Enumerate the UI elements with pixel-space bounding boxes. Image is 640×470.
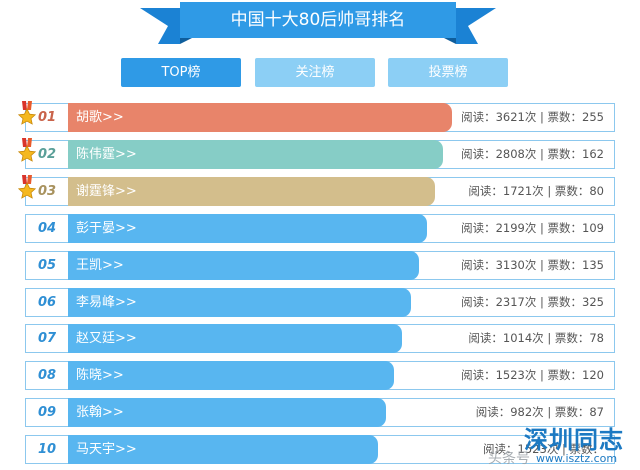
- popularity-bar[interactable]: 马天宇>>: [68, 435, 378, 465]
- celebrity-name-link[interactable]: 王凯>>: [76, 257, 124, 273]
- tab-vote[interactable]: 投票榜: [388, 58, 508, 87]
- read-vote-stats: 阅读：1721次 | 票数：80: [468, 183, 604, 198]
- watermark-source: 头条号: [488, 451, 530, 467]
- read-vote-stats: 阅读：3621次 | 票数：255: [461, 110, 604, 124]
- ranking-row[interactable]: 02 陈伟霆>> 阅读：2808次 | 票数：162: [17, 137, 615, 169]
- celebrity-name-link[interactable]: 张翰>>: [76, 405, 124, 421]
- read-vote-stats: 阅读：2808次 | 票数：162: [461, 146, 604, 161]
- popularity-bar[interactable]: 李易峰>>: [68, 287, 411, 317]
- read-vote-stats: 阅读：2199次 | 票数：109: [461, 220, 604, 235]
- tab-top[interactable]: TOP榜: [121, 58, 241, 87]
- rank-number: 08: [37, 368, 57, 384]
- rank-number: 07: [37, 331, 57, 347]
- page-title: 中国十大80后帅哥排名: [230, 10, 406, 30]
- popularity-bar[interactable]: 赵又廷>>: [68, 324, 402, 354]
- celebrity-name-link[interactable]: 谢霆锋>>: [76, 183, 137, 199]
- rank-number: 10: [37, 442, 57, 458]
- ranking-row[interactable]: 10 马天宇>> 阅读：1523次 | 票数：: [25, 435, 615, 465]
- ranking-row[interactable]: 09 张翰>> 阅读：982次 | 票数：87: [25, 398, 615, 428]
- rank-number: 05: [37, 257, 57, 273]
- banner: 中国十大80后帅哥排名: [140, 2, 496, 44]
- rank-number: 01: [37, 110, 57, 125]
- read-vote-stats: 阅读：1523次 | 票数：: [483, 442, 604, 457]
- read-vote-stats: 阅读：1523次 | 票数：120: [461, 368, 604, 383]
- rank-number: 02: [37, 146, 57, 162]
- ranking-row[interactable]: 05 王凯>> 阅读：3130次 | 票数：135: [25, 250, 615, 280]
- celebrity-name-link[interactable]: 李易峰>>: [76, 294, 137, 310]
- rank-number: 04: [37, 220, 57, 236]
- celebrity-name-link[interactable]: 马天宇>>: [76, 442, 137, 458]
- popularity-bar[interactable]: 陈晓>>: [68, 361, 394, 391]
- popularity-bar[interactable]: 王凯>>: [68, 250, 419, 280]
- rank-number: 06: [37, 294, 57, 310]
- popularity-bar[interactable]: 彭于晏>>: [68, 213, 427, 243]
- celebrity-name-link[interactable]: 赵又廷>>: [76, 331, 137, 347]
- ranking-row[interactable]: 04 彭于晏>> 阅读：2199次 | 票数：109: [25, 213, 615, 243]
- rank-number: 03: [37, 183, 57, 199]
- ranking-row[interactable]: 07 赵又廷>> 阅读：1014次 | 票数：78: [25, 324, 615, 354]
- ranking-row[interactable]: 06 李易峰>> 阅读：2317次 | 票数：325: [25, 287, 615, 317]
- ranking-row[interactable]: 03 谢霆锋>> 阅读：1721次 | 票数：80: [17, 174, 615, 206]
- ranking-row[interactable]: 01 胡歌>> 阅读：3621次 | 票数：255: [17, 101, 615, 132]
- watermark-brand: 深圳同志: [524, 426, 624, 454]
- popularity-bar[interactable]: 陈伟霆>>: [68, 139, 443, 169]
- ribbon-shape: [140, 2, 496, 44]
- watermark-url: www.isztz.com: [536, 452, 618, 465]
- medal-icon: [17, 174, 37, 199]
- celebrity-name-link[interactable]: 陈伟霆>>: [76, 146, 137, 162]
- read-vote-stats: 阅读：982次 | 票数：87: [475, 405, 604, 420]
- ranking-row[interactable]: 08 陈晓>> 阅读：1523次 | 票数：120: [25, 361, 615, 391]
- read-vote-stats: 阅读：1014次 | 票数：78: [468, 331, 604, 346]
- celebrity-name-link[interactable]: 胡歌>>: [76, 110, 124, 125]
- read-vote-stats: 阅读：3130次 | 票数：135: [461, 257, 604, 272]
- popularity-bar[interactable]: 张翰>>: [68, 398, 386, 428]
- celebrity-name-link[interactable]: 陈晓>>: [76, 368, 124, 384]
- medal-icon: [17, 101, 37, 125]
- rank-number: 09: [37, 405, 57, 421]
- read-vote-stats: 阅读：2317次 | 票数：325: [461, 294, 604, 309]
- tab-follow[interactable]: 关注榜: [255, 58, 375, 87]
- celebrity-name-link[interactable]: 彭于晏>>: [76, 220, 137, 236]
- medal-icon: [17, 137, 37, 162]
- popularity-bar[interactable]: 胡歌>>: [68, 103, 452, 132]
- popularity-bar[interactable]: 谢霆锋>>: [68, 176, 435, 206]
